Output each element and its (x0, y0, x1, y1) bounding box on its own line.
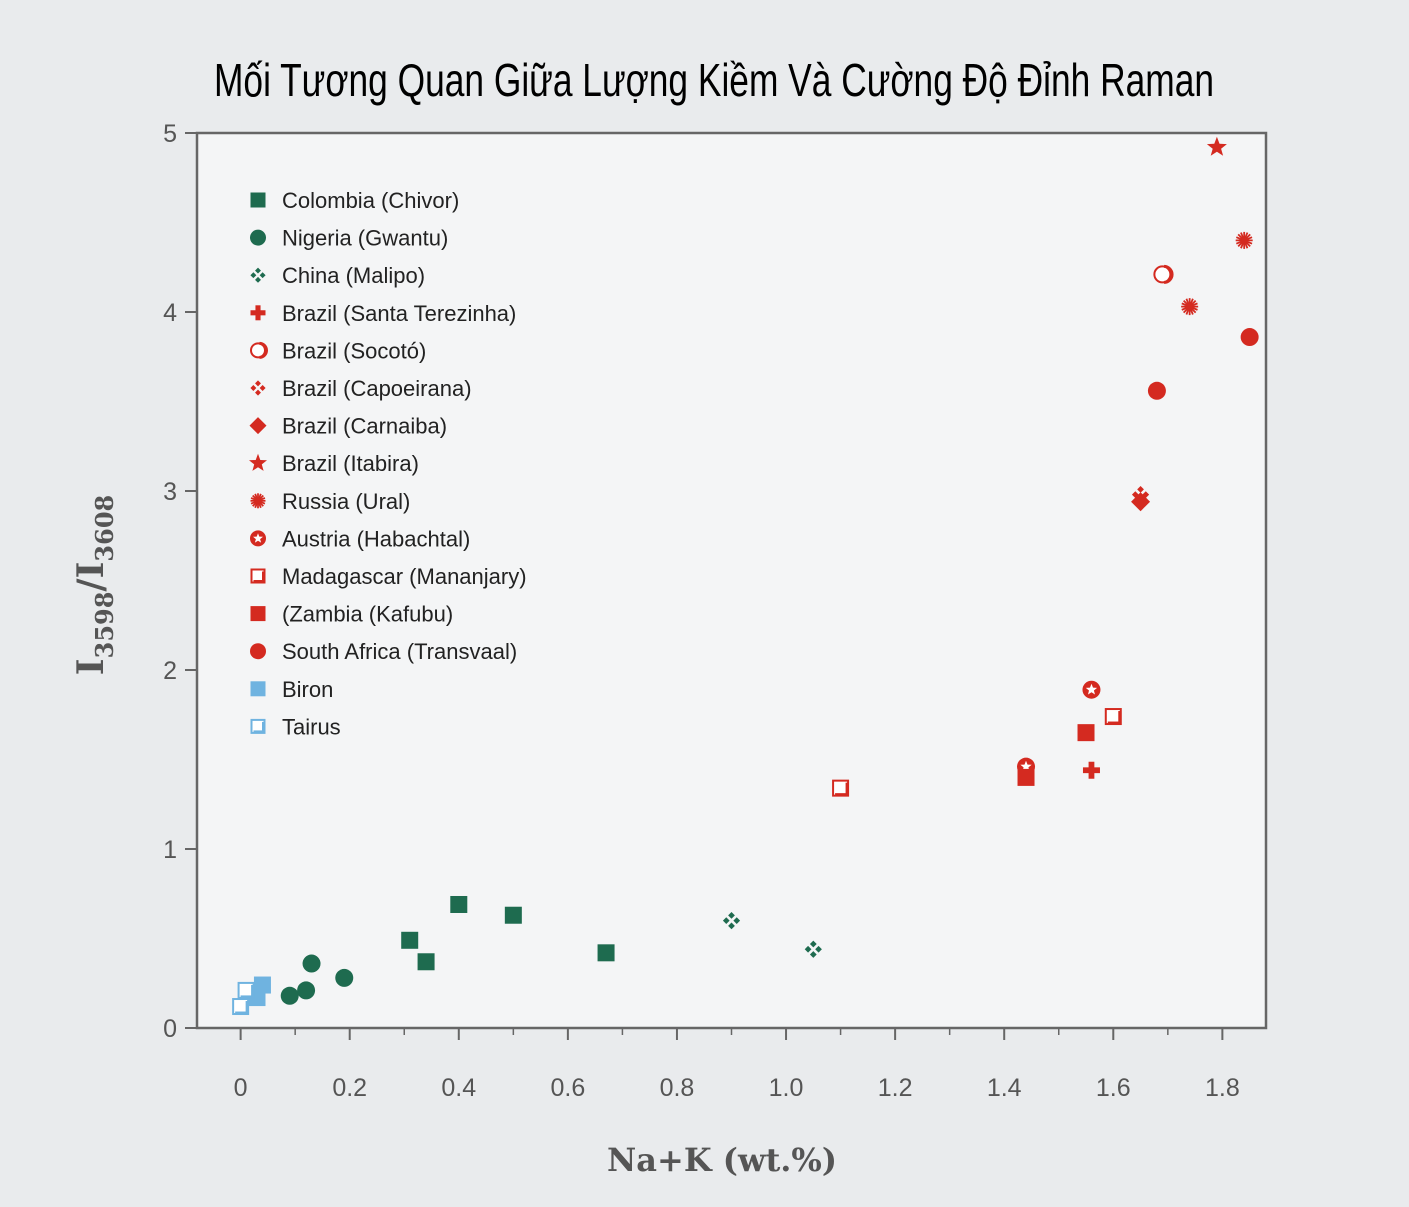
legend-marker (250, 341, 268, 359)
legend-label: Brazil (Itabira) (282, 451, 419, 476)
y-tick-label: 3 (163, 478, 177, 506)
legend-marker (250, 681, 266, 697)
legend-label: (Zambia (Kafubu) (282, 602, 453, 627)
legend-marker (250, 305, 266, 321)
data-point (302, 954, 321, 973)
plot-area-frame (195, 131, 1268, 1030)
legend-marker (250, 493, 266, 509)
data-point (237, 981, 255, 999)
legend-label: Biron (282, 677, 333, 702)
data-point (417, 953, 435, 971)
x-tick-label: 0.6 (550, 1074, 585, 1102)
x-tick-label: 0.4 (441, 1074, 476, 1102)
y-tick-label: 2 (163, 657, 177, 685)
legend-label: Brazil (Santa Terezinha) (282, 301, 516, 326)
data-point (1181, 298, 1199, 316)
axis-tick-labels: 0 0.2 0.4 0.6 0.8 1.0 1.2 1.4 1.6 1.8 0 1 2 3 4 5 (163, 120, 1240, 1102)
data-point (1153, 264, 1174, 284)
legend-marker (250, 192, 266, 208)
legend-label: Brazil (Carnaiba) (282, 414, 447, 439)
legend-marker (250, 530, 266, 547)
data-point (232, 998, 250, 1016)
legend-marker (250, 380, 266, 396)
legend-label: Brazil (Capoeirana) (282, 376, 472, 401)
data-point (1082, 680, 1101, 699)
data-point (722, 911, 741, 930)
y-axis-label: I3598/I3608 (70, 495, 119, 675)
data-point (1104, 708, 1122, 726)
data-point (1017, 768, 1035, 786)
legend-label: Brazil (Socotó) (282, 338, 426, 363)
legend-label: Austria (Habachtal) (282, 526, 470, 551)
y-tick-label: 5 (163, 120, 177, 148)
legend-marker (250, 568, 266, 584)
x-tick-label: 0.2 (332, 1074, 367, 1102)
x-tick-label: 0.8 (660, 1074, 695, 1102)
data-point (597, 944, 615, 962)
data-point (504, 906, 522, 924)
legend-marker (250, 606, 266, 622)
data-point (450, 895, 468, 913)
y-axis-label-sub1: 3598 (90, 592, 119, 659)
data-point (1147, 381, 1166, 400)
legend-label: China (Malipo) (282, 263, 425, 288)
y-tick-label: 0 (163, 1015, 177, 1043)
axis-ticks (185, 132, 1224, 1040)
legend-marker (250, 229, 266, 246)
y-axis-label-mid: /I (70, 562, 112, 592)
y-axis-label-main: I (70, 658, 112, 675)
legend-marker (249, 417, 267, 435)
legend-label: Madagascar (Mananjary) (282, 564, 527, 589)
x-tick-label: 0 (234, 1074, 248, 1102)
data-point (401, 931, 419, 949)
legend-label: Tairus (282, 714, 341, 739)
legend: Colombia (Chivor) Nigeria (Gwantu) China (… (249, 188, 527, 739)
data-point (1082, 761, 1100, 779)
y-tick-label: 4 (163, 299, 177, 327)
x-tick-label: 1.8 (1205, 1074, 1240, 1102)
x-tick-label: 1.2 (878, 1074, 913, 1102)
data-point (1235, 231, 1253, 249)
data-point (804, 940, 822, 958)
data-point (1077, 724, 1095, 742)
y-axis-label-sub2: 3608 (90, 495, 119, 562)
legend-label: Nigeria (Gwantu) (282, 226, 448, 251)
x-tick-label: 1.4 (987, 1074, 1022, 1102)
data-point (335, 968, 354, 987)
legend-label: South Africa (Transvaal) (282, 639, 517, 664)
chart-title: Mối Tương Quan Giữa Lượng Kiềm Và Cường … (214, 54, 1214, 106)
legend-marker (249, 453, 267, 471)
data-point (1240, 328, 1259, 347)
x-axis-label: Na+K (wt.%) (607, 1141, 837, 1179)
legend-marker (250, 643, 266, 660)
legend-label: Russia (Ural) (282, 489, 410, 514)
data-point (280, 986, 299, 1005)
data-point (297, 981, 316, 1000)
data-point (253, 976, 271, 994)
legend-marker (250, 718, 266, 734)
data-point (832, 779, 850, 797)
data-point (1206, 136, 1227, 156)
data-points (232, 136, 1259, 1016)
legend-label: Colombia (Chivor) (282, 188, 459, 213)
x-tick-label: 1.6 (1096, 1074, 1131, 1102)
x-tick-label: 1.0 (769, 1074, 804, 1102)
y-tick-label: 1 (163, 836, 177, 864)
data-point (1131, 492, 1151, 512)
